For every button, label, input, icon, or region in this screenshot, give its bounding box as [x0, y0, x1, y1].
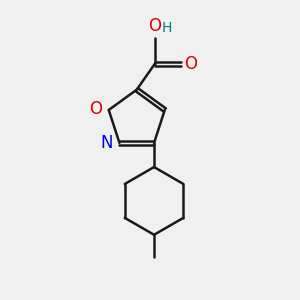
Text: H: H	[161, 21, 172, 35]
Text: O: O	[148, 17, 161, 35]
Text: O: O	[89, 100, 102, 118]
Text: O: O	[184, 55, 197, 73]
Text: N: N	[100, 134, 113, 152]
